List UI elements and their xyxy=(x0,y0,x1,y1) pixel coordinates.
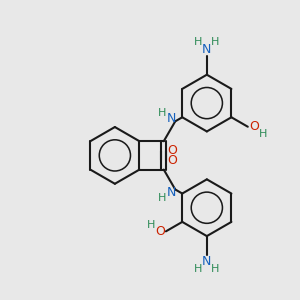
Text: O: O xyxy=(167,154,177,166)
Text: O: O xyxy=(167,144,177,157)
Text: N: N xyxy=(202,43,212,56)
Text: H: H xyxy=(194,37,202,47)
Text: H: H xyxy=(158,193,166,202)
Text: H: H xyxy=(158,108,166,118)
Text: H: H xyxy=(194,264,202,274)
Text: N: N xyxy=(167,112,176,125)
Text: H: H xyxy=(259,129,267,139)
Text: N: N xyxy=(202,255,212,268)
Text: H: H xyxy=(147,220,155,230)
Text: O: O xyxy=(249,120,259,133)
Text: N: N xyxy=(167,186,176,199)
Text: H: H xyxy=(211,37,220,47)
Text: O: O xyxy=(155,225,165,238)
Text: H: H xyxy=(211,264,220,274)
